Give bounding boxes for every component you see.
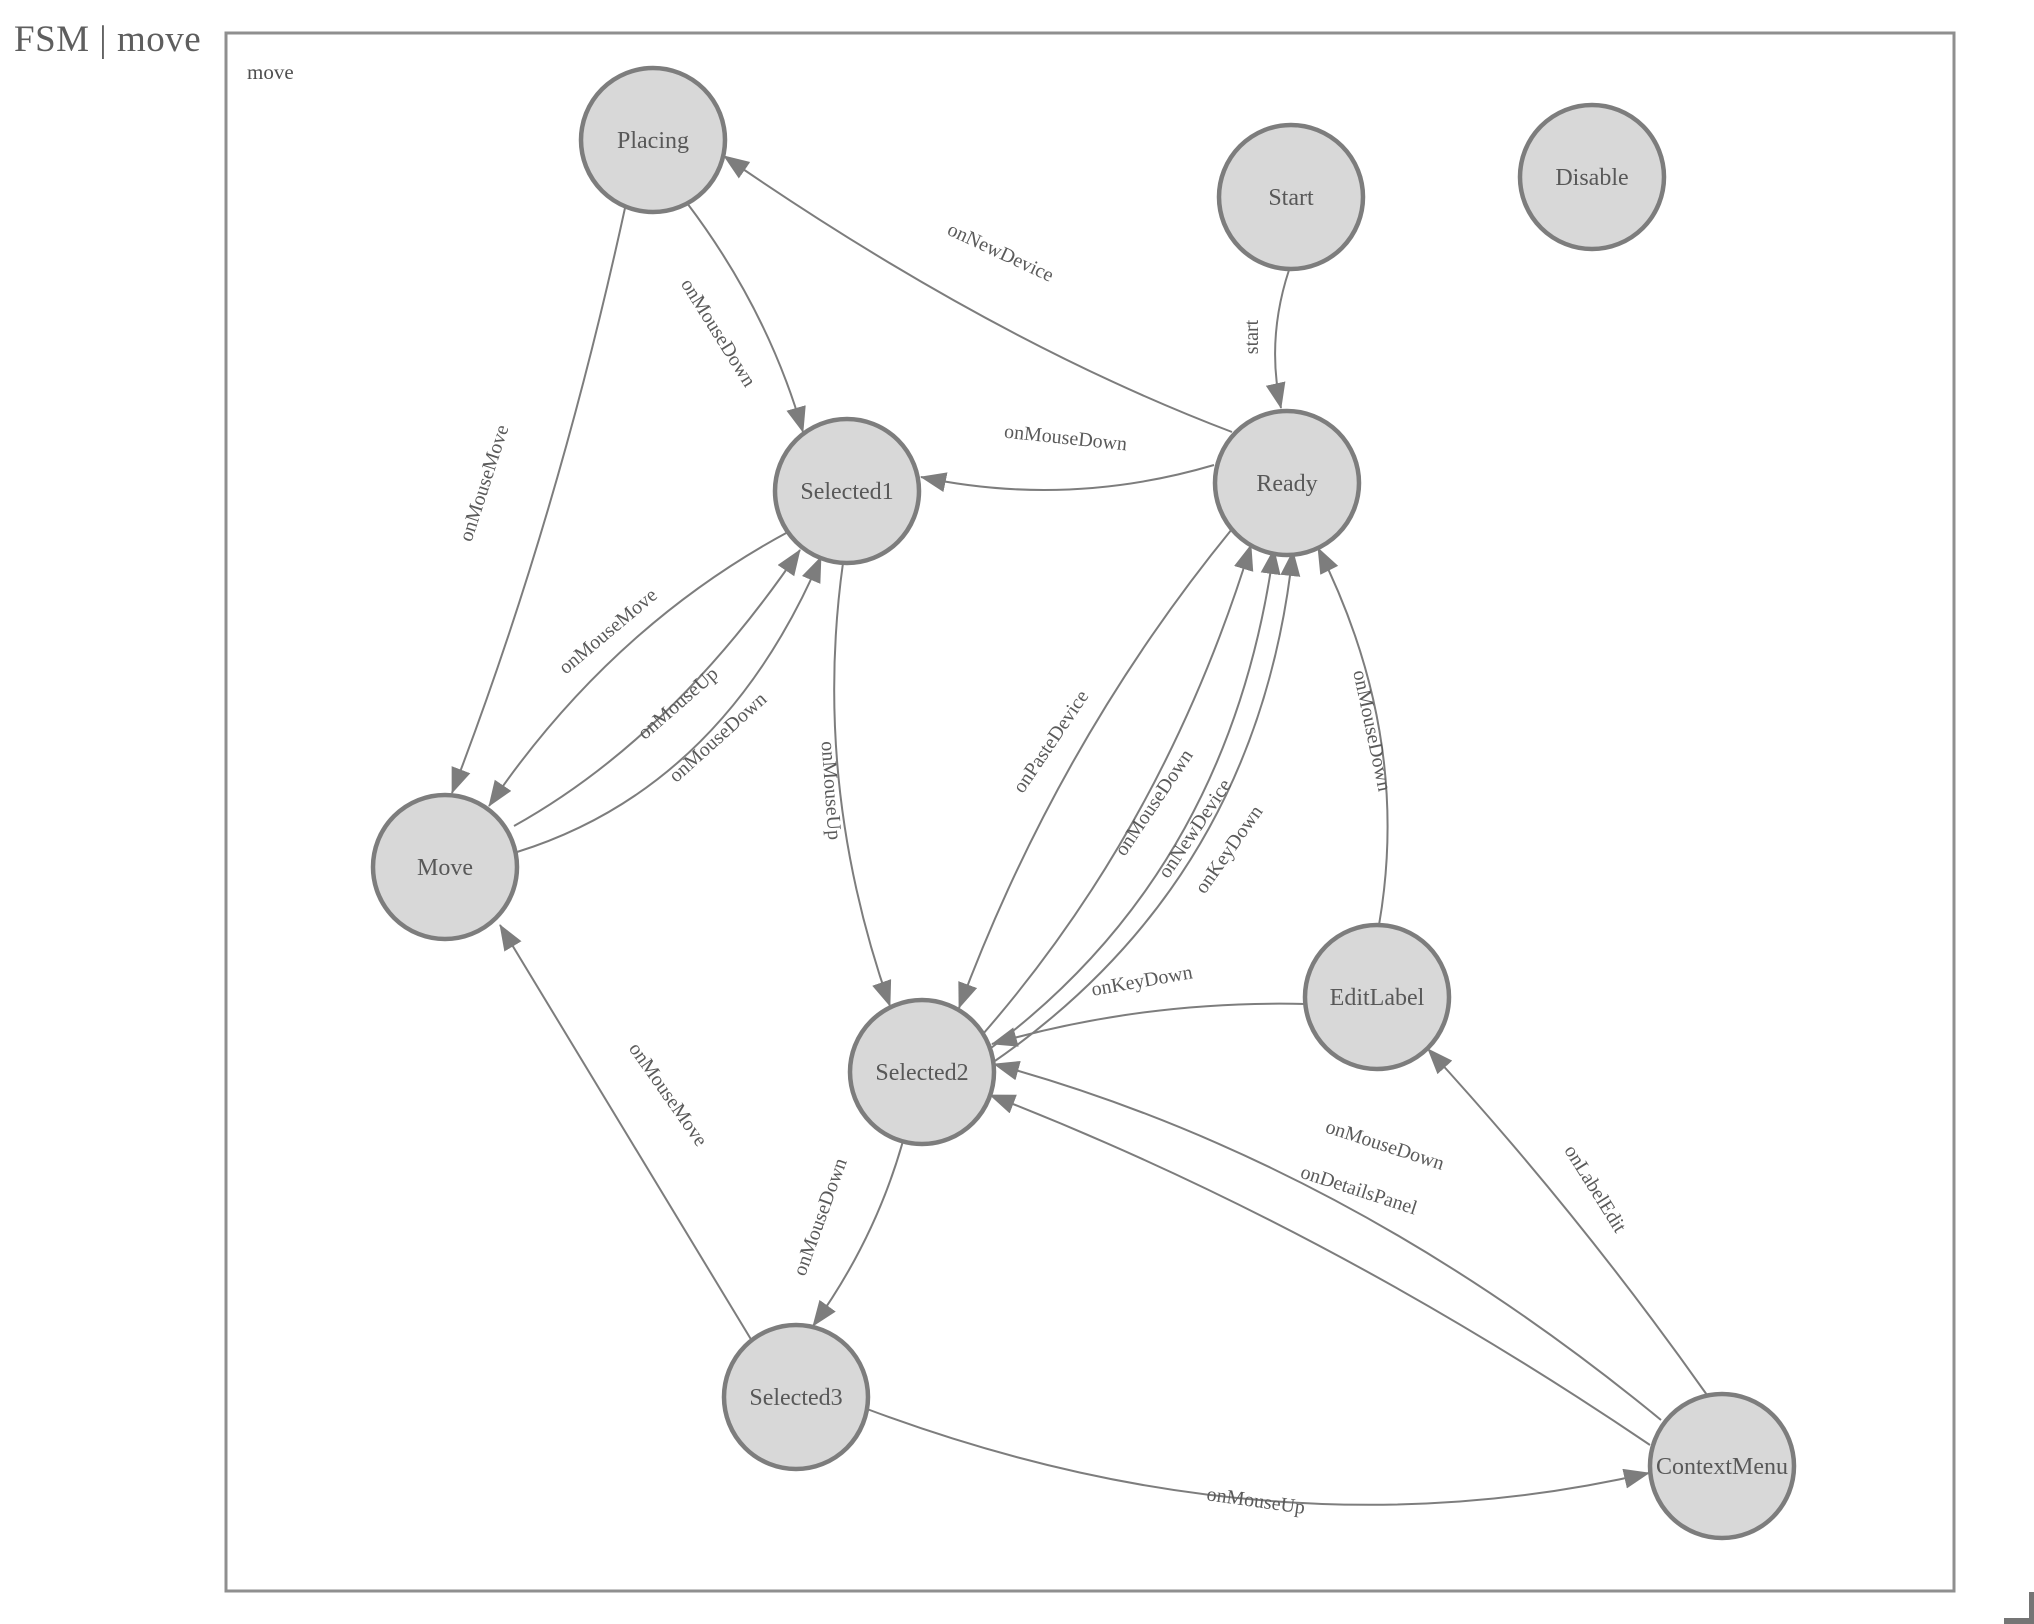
- state-node-ready[interactable]: Ready: [1212, 408, 1362, 558]
- state-circle-placing[interactable]: [578, 65, 728, 215]
- transition-selected2-ready-mousedown: [982, 544, 1254, 1035]
- resize-grip[interactable]: [2004, 1592, 2034, 1624]
- state-label-disable: Disable: [1555, 165, 1628, 191]
- transition-label-onmousedown-contextmenu-selected2: onMouseDown: [1323, 1116, 1447, 1175]
- state-label-start: Start: [1268, 185, 1314, 211]
- page-title: FSM | move: [14, 19, 202, 60]
- transition-selected1-selected2: [833, 562, 892, 1007]
- state-node-selected3[interactable]: Selected3: [721, 1322, 871, 1472]
- canvas-mode-label: move: [247, 60, 294, 84]
- transition-placing-selected1: [686, 202, 806, 433]
- transition-selected2-ready-keydown: [991, 550, 1301, 1064]
- transition-selected3-contextmenu: [866, 1408, 1650, 1506]
- state-circle-move[interactable]: [370, 792, 520, 942]
- state-label-move: Move: [417, 855, 473, 881]
- transition-start-ready: [1265, 269, 1290, 409]
- state-circle-selected2[interactable]: [847, 997, 997, 1147]
- state-node-start[interactable]: Start: [1216, 122, 1366, 272]
- transition-contextmenu-selected2-mousedown: [993, 1060, 1662, 1421]
- state-circle-ready[interactable]: [1212, 408, 1362, 558]
- state-label-selected1: Selected1: [800, 479, 893, 505]
- state-node-placing[interactable]: Placing: [578, 65, 728, 215]
- state-circle-editlabel[interactable]: [1302, 922, 1452, 1072]
- transition-label-onpastedevice: onPasteDevice: [1009, 686, 1094, 797]
- transition-contextmenu-selected2-detailspanel: [989, 1094, 1651, 1446]
- transition-label-onmouseup-selected1: onMouseUp: [817, 740, 846, 840]
- state-node-selected2[interactable]: Selected2: [847, 997, 997, 1147]
- transition-selected2-selected3: [812, 1140, 904, 1327]
- state-label-editlabel: EditLabel: [1330, 985, 1425, 1011]
- state-node-disable[interactable]: Disable: [1517, 102, 1667, 252]
- transition-editlabel-selected2: [991, 1002, 1307, 1047]
- transition-label-onmousemove-placing: onMouseMove: [455, 422, 513, 544]
- state-label-selected2: Selected2: [875, 1060, 968, 1086]
- state-node-move[interactable]: Move: [370, 792, 520, 942]
- state-label-placing: Placing: [617, 128, 689, 154]
- transitions-layer: [451, 155, 1708, 1506]
- transition-label-onmousedown-ready-selected1: onMouseDown: [1003, 421, 1128, 456]
- state-circle-disable[interactable]: [1517, 102, 1667, 252]
- transition-label-onmouseup-selected3-contextmenu: onMouseUp: [1205, 1483, 1306, 1519]
- state-circle-start[interactable]: [1216, 122, 1366, 272]
- state-label-ready: Ready: [1256, 471, 1317, 497]
- state-label-contextmenu: ContextMenu: [1656, 1454, 1788, 1480]
- transition-label-onnewdevice: onNewDevice: [944, 218, 1057, 286]
- state-circle-selected3[interactable]: [721, 1322, 871, 1472]
- transition-selected1-move: [488, 531, 789, 807]
- transition-selected3-move: [499, 924, 753, 1342]
- transition-label-onmousedown-selected2-selected3: onMouseDown: [789, 1155, 852, 1278]
- transition-ready-selected1: [920, 464, 1215, 492]
- state-node-selected1[interactable]: Selected1: [772, 416, 922, 566]
- transition-selected2-ready-newdevice: [990, 548, 1281, 1049]
- state-circle-selected1[interactable]: [772, 416, 922, 566]
- transition-move-selected1-up: [513, 549, 801, 827]
- state-circle-contextmenu[interactable]: [1647, 1391, 1797, 1541]
- transition-label-onmousedown-placing: onMouseDown: [676, 275, 760, 391]
- state-label-selected3: Selected3: [749, 1385, 842, 1411]
- transition-label-onlabeledit: onLabelEdit: [1560, 1141, 1631, 1237]
- state-node-editlabel[interactable]: EditLabel: [1302, 922, 1452, 1072]
- transition-label-start: start: [1241, 319, 1263, 354]
- diagram-frame: [224, 31, 1956, 1593]
- transition-label-onmousedown-editlabel-ready: onMouseDown: [1348, 668, 1395, 793]
- transition-ready-placing: [723, 155, 1233, 433]
- states-layer: Placing Start Disable Ready Selected1 Mo…: [370, 65, 1797, 1541]
- transition-ready-selected2: [958, 528, 1233, 1009]
- transition-editlabel-ready: [1317, 547, 1389, 926]
- transition-labels-layer: start onNewDevice onMouseDown onMouseDow…: [455, 218, 1631, 1518]
- transition-placing-move: [451, 207, 626, 794]
- transition-label-onmousemove-selected3-move: onMouseMove: [624, 1039, 712, 1151]
- transition-contextmenu-editlabel: [1427, 1048, 1708, 1396]
- state-node-contextmenu[interactable]: ContextMenu: [1647, 1391, 1797, 1541]
- transition-move-selected1-down: [516, 556, 822, 853]
